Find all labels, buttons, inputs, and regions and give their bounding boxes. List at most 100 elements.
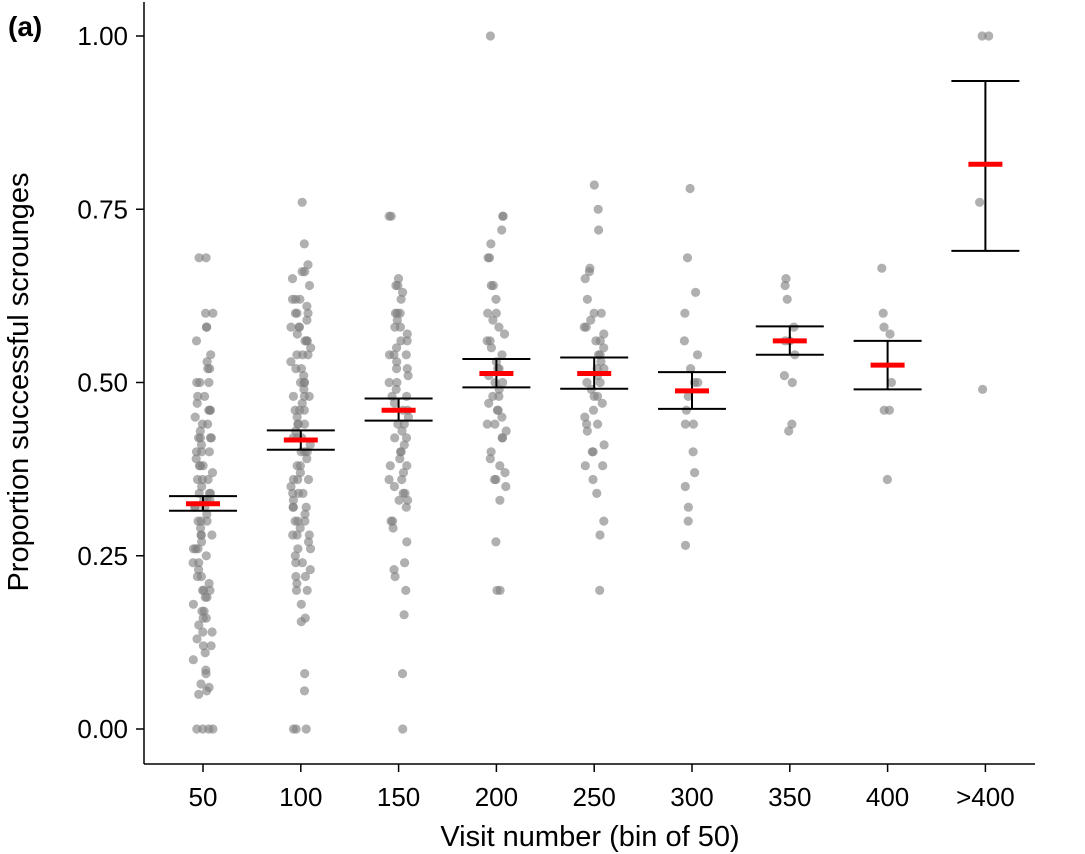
data-point: [975, 197, 985, 207]
data-point: [486, 343, 496, 353]
data-point: [690, 468, 700, 478]
data-point: [200, 391, 210, 401]
data-point: [207, 468, 218, 478]
data-point: [201, 308, 211, 318]
data-point: [305, 565, 315, 575]
data-point: [291, 571, 301, 582]
data-point: [680, 481, 690, 492]
data-point: [302, 454, 312, 464]
data-point: [401, 585, 411, 596]
data-point: [599, 516, 609, 526]
data-point: [198, 627, 208, 637]
data-point: [598, 461, 608, 471]
data-point: [599, 364, 609, 374]
data-point: [882, 474, 893, 485]
data-point: [402, 364, 412, 374]
data-point: [306, 343, 316, 353]
data-point: [400, 558, 410, 568]
data-point: [688, 419, 699, 429]
data-point: [680, 540, 691, 551]
data-point: [599, 440, 609, 450]
data-point: [390, 571, 400, 582]
data-point: [877, 263, 887, 273]
data-point: [386, 516, 396, 526]
data-point: [201, 613, 211, 623]
data-point: [784, 426, 794, 436]
data-point: [495, 495, 505, 505]
data-point: [403, 371, 413, 381]
x-axis-title: Visit number (bin of 50): [440, 821, 739, 853]
data-point: [500, 468, 510, 478]
data-point: [394, 495, 404, 505]
data-point: [389, 398, 400, 408]
x-tick-label: 200: [475, 782, 518, 812]
data-point: [396, 336, 406, 346]
x-tick-label: 250: [573, 782, 616, 812]
data-point: [885, 329, 895, 339]
data-point: [679, 336, 690, 346]
data-point: [203, 364, 213, 374]
data-point: [203, 419, 213, 429]
data-point: [403, 495, 413, 505]
data-point: [488, 391, 498, 401]
data-point: [287, 274, 298, 284]
data-point: [303, 537, 314, 547]
data-point: [205, 585, 215, 596]
data-point: [299, 391, 309, 401]
data-point: [303, 474, 314, 485]
data-point: [488, 280, 498, 291]
data-point: [482, 336, 492, 346]
data-point: [401, 502, 411, 512]
data-point: [596, 308, 606, 318]
data-point: [978, 384, 988, 394]
data-point: [484, 398, 494, 408]
data-point: [580, 274, 590, 284]
data-point: [302, 336, 312, 346]
data-point: [683, 391, 693, 401]
data-point: [599, 343, 609, 353]
data-point: [397, 426, 407, 436]
data-point: [588, 405, 599, 415]
data-point: [384, 350, 395, 360]
data-point: [686, 364, 696, 374]
data-point: [194, 689, 204, 700]
data-point: [196, 440, 206, 450]
data-point: [490, 377, 500, 388]
data-point: [402, 537, 412, 547]
data-point: [286, 357, 296, 367]
data-point: [384, 474, 394, 485]
data-point: [290, 308, 301, 318]
data-point: [482, 419, 492, 429]
data-point: [589, 391, 599, 401]
data-point: [692, 350, 703, 360]
data-point: [396, 447, 406, 457]
data-point: [392, 377, 402, 388]
data-point: [204, 447, 214, 457]
data-point: [392, 315, 402, 325]
data-point: [402, 391, 412, 401]
data-point: [296, 617, 306, 627]
data-point: [401, 433, 412, 443]
data-point: [288, 502, 298, 512]
data-point: [498, 211, 508, 221]
data-point: [680, 308, 690, 318]
x-tick-label: 50: [189, 782, 218, 812]
data-point: [495, 461, 505, 471]
data-point: [202, 592, 212, 602]
data-point: [192, 377, 202, 388]
data-point: [391, 384, 401, 394]
data-point: [685, 183, 695, 194]
x-tick-label: 350: [768, 782, 811, 812]
data-point: [191, 447, 202, 457]
data-point: [780, 280, 790, 291]
data-point: [485, 31, 495, 41]
data-point: [787, 377, 797, 388]
data-point: [293, 419, 303, 429]
data-point: [196, 679, 206, 689]
data-point: [483, 253, 493, 263]
data-point: [193, 516, 203, 526]
data-point: [201, 253, 211, 263]
y-tick-label: 0.75: [77, 194, 128, 224]
data-point: [782, 294, 792, 304]
data-point: [398, 468, 409, 478]
